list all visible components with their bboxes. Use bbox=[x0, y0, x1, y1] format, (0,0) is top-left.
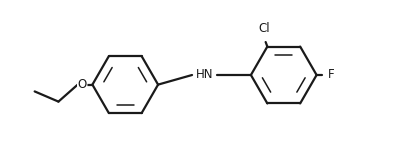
Text: HN: HN bbox=[196, 69, 213, 81]
Text: O: O bbox=[78, 78, 87, 91]
Text: Cl: Cl bbox=[259, 22, 270, 35]
Text: F: F bbox=[328, 69, 335, 81]
